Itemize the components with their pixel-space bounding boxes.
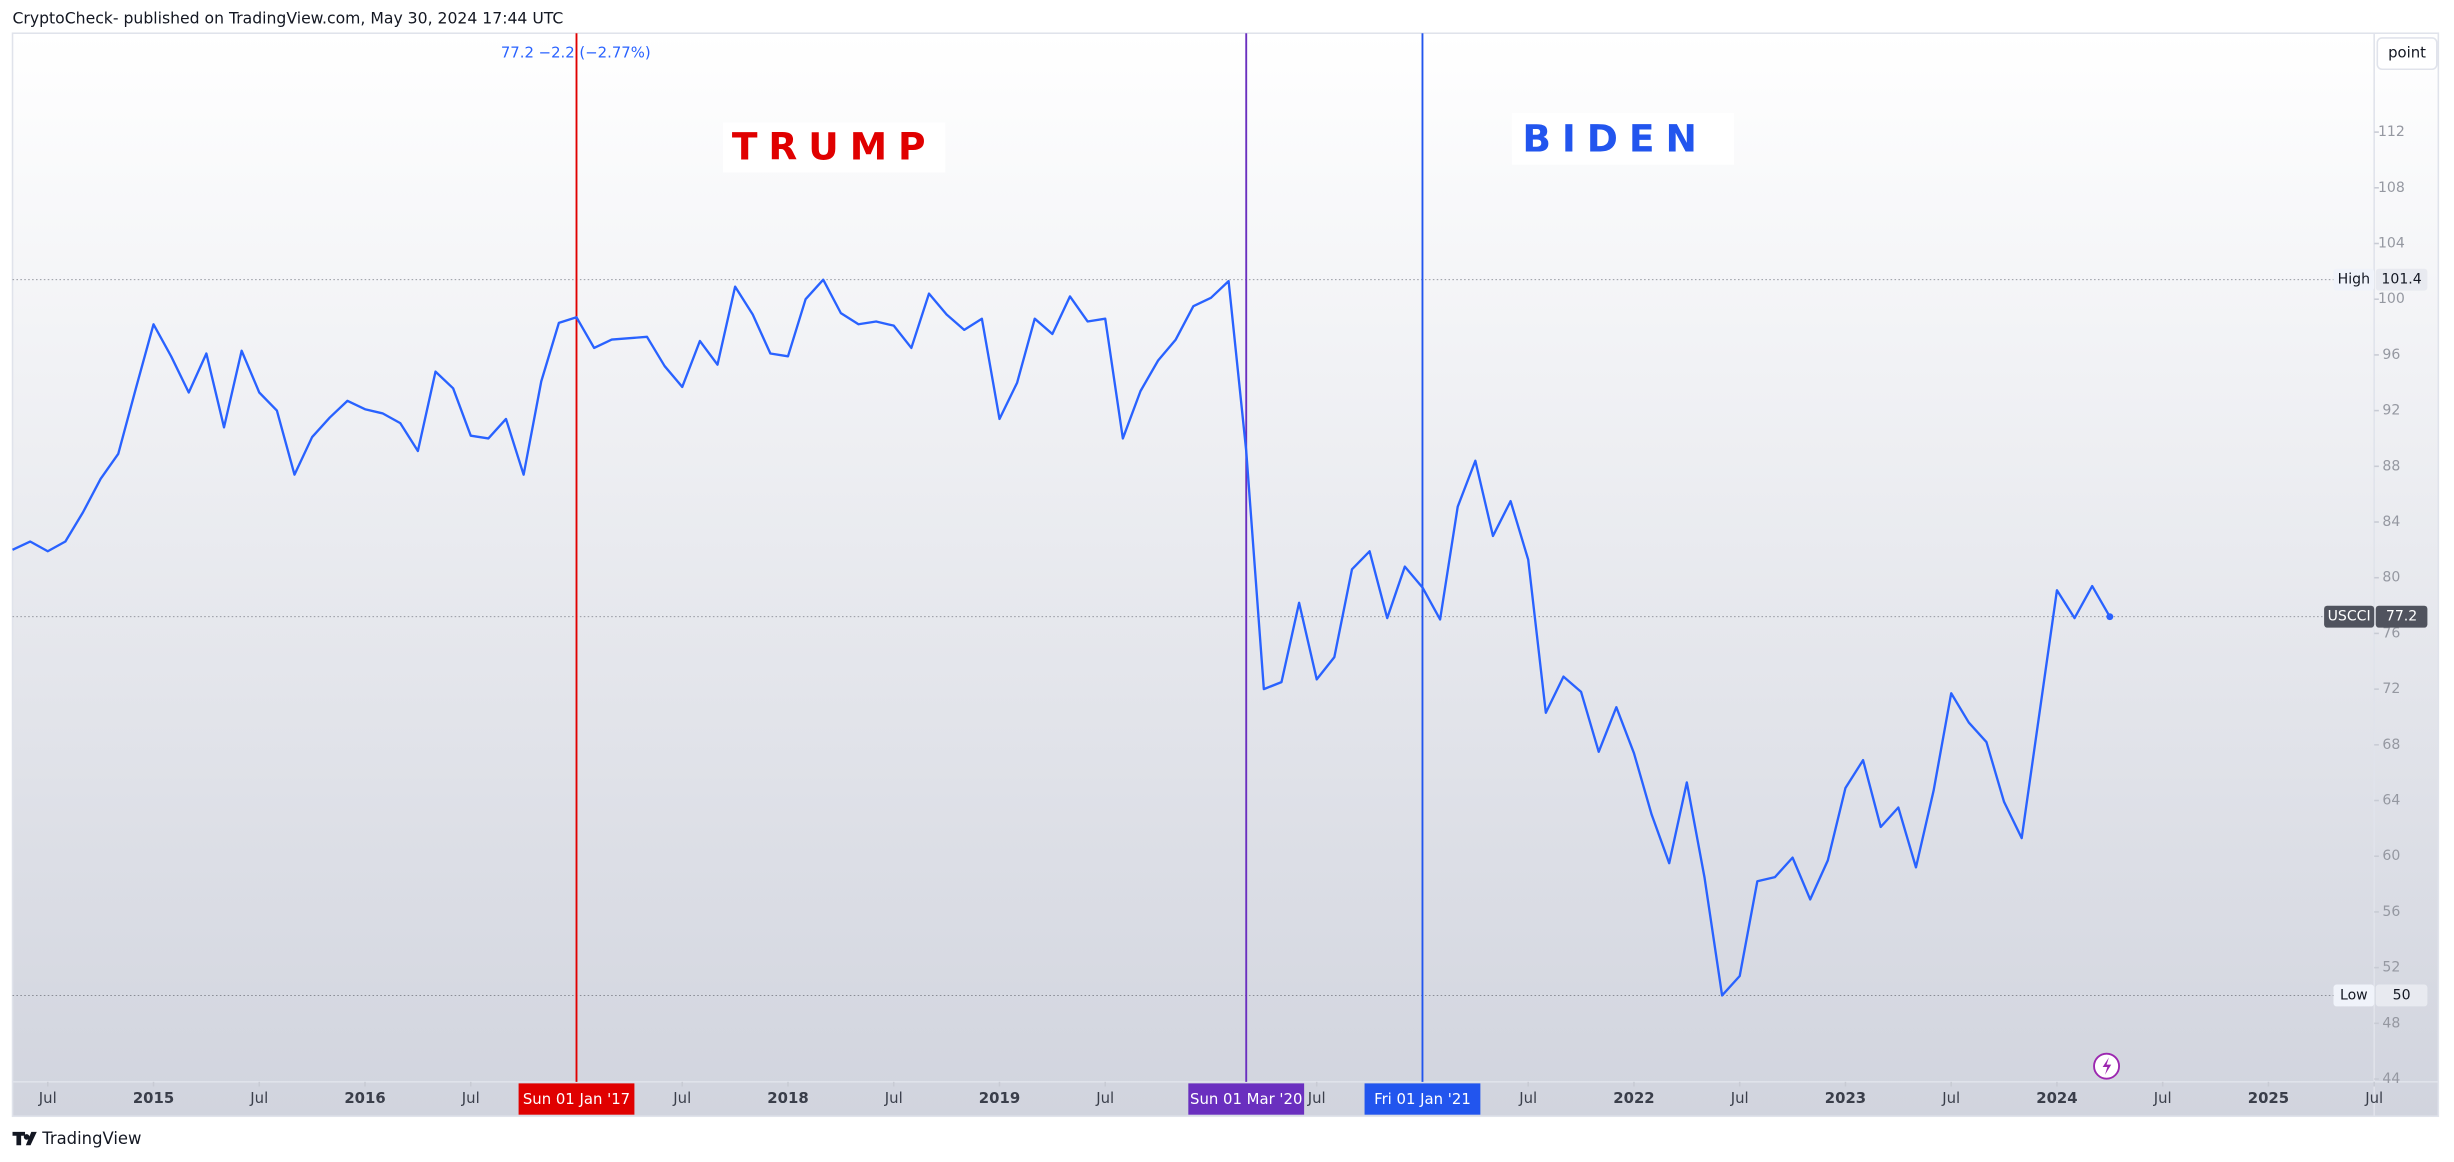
x-tick-label: Jul xyxy=(1518,1089,1537,1107)
x-tick-label: 2015 xyxy=(133,1089,174,1107)
y-tick-label: 112 xyxy=(2378,124,2405,140)
status-line: 77.2 −2.2 (−2.77%) xyxy=(501,44,651,62)
x-tick-label: Jul xyxy=(1095,1089,1114,1107)
x-tick-label: 2023 xyxy=(1825,1089,1866,1107)
y-tick-label: 76 xyxy=(2382,625,2400,641)
marker-label-box xyxy=(1188,1083,1305,1115)
x-tick-label: Jul xyxy=(2153,1089,2172,1107)
marker-label-box xyxy=(518,1083,635,1115)
marker-label: Sun 01 Mar '20 xyxy=(1190,1090,1302,1108)
x-tick-label: 2025 xyxy=(2248,1089,2289,1107)
header: CryptoCheck- published on TradingView.co… xyxy=(13,9,564,28)
logo-mark xyxy=(12,1131,37,1146)
y-tick-label: 48 xyxy=(2382,1015,2400,1031)
ref-name-box xyxy=(2333,984,2375,1007)
y-tick-label: 88 xyxy=(2382,458,2400,474)
x-tick-label: 2022 xyxy=(1613,1089,1654,1107)
y-tick-label: 100 xyxy=(2378,291,2405,307)
y-tick-label: 80 xyxy=(2382,570,2400,586)
y-tick-label: 44 xyxy=(2382,1071,2400,1087)
chart-layer: 44 48 52 56 60 64 68 72 76 80 84 88 92 96 100 104 108 112… xyxy=(12,33,2428,1115)
tradingview-logo xyxy=(12,1131,37,1146)
y-tick-label: 52 xyxy=(2382,960,2400,976)
ref-value: 50 xyxy=(2393,987,2411,1003)
ref-value-box xyxy=(2375,605,2428,628)
annotation: BIDEN xyxy=(1522,117,1708,161)
marker-label: Sun 01 Jan '17 xyxy=(523,1090,630,1108)
annotation-box xyxy=(1511,113,1735,165)
x-tick-label: 2018 xyxy=(767,1089,808,1107)
marker-label-box xyxy=(1364,1083,1481,1115)
x-tick-label: 2016 xyxy=(344,1089,385,1107)
ref-name: USCCI xyxy=(2328,609,2371,625)
y-tick-label: 72 xyxy=(2382,681,2400,697)
y-tick-label: 104 xyxy=(2378,236,2405,252)
y-tick-label: 96 xyxy=(2382,347,2400,363)
series-line xyxy=(12,278,2111,997)
x-tick-label: 2019 xyxy=(979,1089,1020,1107)
x-tick-label: Jul xyxy=(672,1089,691,1107)
last-point xyxy=(2106,613,2114,621)
ref-name-box xyxy=(2324,605,2375,628)
ref-value: 101.4 xyxy=(2381,272,2421,288)
ref-value-box xyxy=(2375,984,2428,1007)
x-tick-label: Jul xyxy=(884,1089,903,1107)
x-tick-label: Jul xyxy=(2364,1089,2383,1107)
x-tick-label: Jul xyxy=(249,1089,268,1107)
x-tick-label: 2024 xyxy=(2036,1089,2077,1107)
marker-label: Fri 01 Jan '21 xyxy=(1374,1090,1471,1108)
chart-frame xyxy=(11,32,2440,1118)
ref-value-box xyxy=(2375,268,2428,291)
x-tick-label: Jul xyxy=(1941,1089,1960,1107)
annotation-box xyxy=(723,122,946,173)
y-tick-label: 64 xyxy=(2382,793,2400,809)
y-tick-label: 60 xyxy=(2382,848,2400,864)
y-tick-label: 92 xyxy=(2382,403,2400,419)
x-tick-label: Jul xyxy=(461,1089,480,1107)
x-tick-label: Jul xyxy=(38,1089,57,1107)
ref-name: Low xyxy=(2340,987,2368,1003)
y-tick-label: 56 xyxy=(2382,904,2400,920)
y-tick-label: 108 xyxy=(2378,180,2405,196)
point-button-label[interactable]: point xyxy=(2388,44,2426,62)
ref-name: High xyxy=(2338,272,2370,288)
y-tick-label: 68 xyxy=(2382,737,2400,753)
annotation: TRUMP xyxy=(732,125,937,169)
point-button[interactable] xyxy=(2376,37,2438,71)
y-tick-label: 84 xyxy=(2382,514,2400,530)
x-tick-label: Jul xyxy=(1730,1089,1749,1107)
ref-value: 77.2 xyxy=(2386,609,2417,625)
footer: TradingView xyxy=(41,1129,141,1148)
x-tick-label: Jul xyxy=(1307,1089,1326,1107)
ref-name-box xyxy=(2333,268,2375,291)
event-icon-bolt xyxy=(2102,1057,2112,1075)
